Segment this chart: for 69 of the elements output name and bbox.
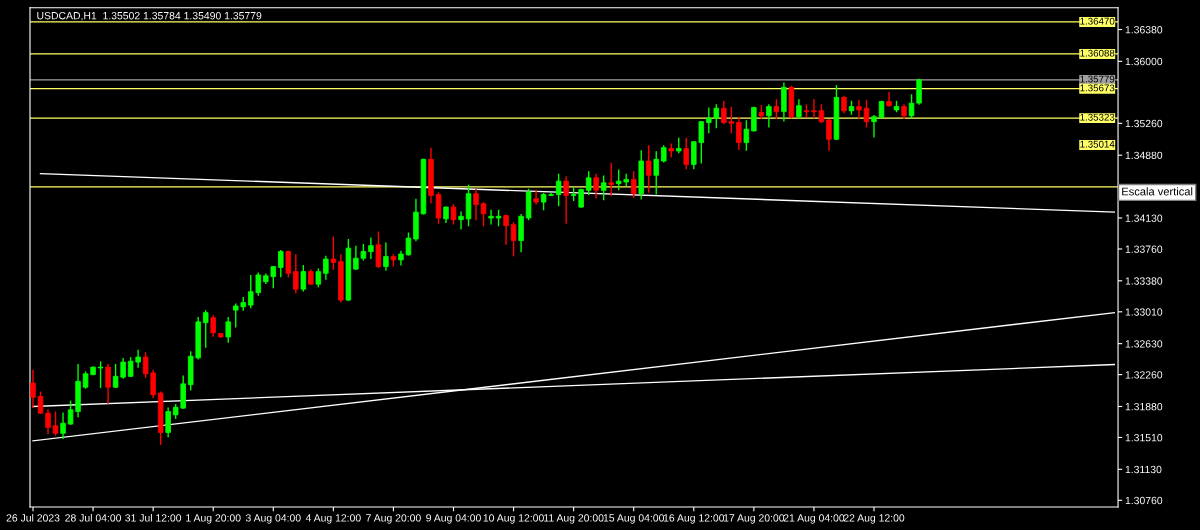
y-tick-label: 1.36000 [1125,57,1163,66]
candlestick [375,231,382,269]
x-tick-label: 15 Aug 04:00 [603,514,665,524]
candlestick [330,236,337,270]
y-tick-label: 1.33010 [1125,308,1163,316]
x-tick-label: 16 Aug 12:00 [663,514,725,524]
candlestick [345,239,352,301]
y-tick-label: 1.33760 [1125,245,1163,253]
x-tick-label: 7 Aug 20:00 [366,514,421,524]
candlestick [97,361,104,388]
candlestick [743,120,750,151]
ref-line-label: 1.35779 [1080,75,1115,83]
candlestick [653,151,659,195]
candlestick [278,249,284,278]
candlestick [52,411,59,436]
candlestick [300,265,307,292]
text: Escala vertical [1122,187,1193,196]
y-tick-label: 1.34880 [1125,151,1163,160]
y-tick-label: 1.30760 [1125,496,1163,505]
candlestick [608,162,614,197]
y-tick-label: 1.31510 [1125,433,1163,442]
candlestick [488,209,494,225]
candlestick [210,315,216,337]
x-tick-label: 22 Aug 12:00 [843,514,905,524]
candlestick [157,391,164,445]
candlestick [585,171,592,196]
candlestick [773,99,780,120]
candlestick [555,173,562,207]
candlestick [285,250,292,278]
y-tick-label: 1.31880 [1125,402,1163,411]
candlestick [202,310,209,348]
x-tick-label: 28 Jul 04:00 [65,513,122,522]
y-tick-label: 1.31130 [1125,465,1162,474]
x-tick-label: 17 Aug 20:00 [723,514,785,524]
x-tick-label: 3 Aug 04:00 [245,514,301,524]
x-tick-label: 4 Aug 12:00 [305,514,361,524]
candlestick [525,188,532,221]
ref-line-label: 1.36088 [1080,49,1115,57]
x-tick-label: 1 Aug 20:00 [186,514,241,524]
y-tick-label: 1.36380 [1125,26,1163,34]
candlestick [630,171,637,198]
x-tick-label: 31 Jul 12:00 [125,513,182,522]
ref-line-label: 1.36470 [1080,17,1115,25]
candlestick [645,145,652,193]
candlestick [217,332,224,338]
y-tick-label: 1.32260 [1125,371,1163,379]
ref-line-label: 1.35673 [1080,84,1115,92]
y-tick-label: 1.34130 [1125,214,1163,222]
candlestick [856,100,862,120]
ref-line-label: 1.35323 [1080,113,1115,121]
y-tick-label: 1.35260 [1125,119,1163,128]
candlestick [225,316,231,343]
candlestick [533,189,539,205]
candlestick [480,202,487,227]
candlestick [788,85,795,119]
y-tick-label: 1.32630 [1125,340,1163,348]
x-tick-label: 9 Aug 04:00 [426,514,481,524]
candlestick [833,84,840,140]
x-tick-label: 10 Aug 12:00 [483,514,544,524]
candlestick [683,137,690,170]
y-tick-label: 1.33380 [1125,277,1163,285]
chart-title: USDCAD,H1 1.35502 1.35784 1.35490 1.35779 [37,12,262,21]
x-tick-label: 26 Jul 2023 [6,513,60,522]
candlestick [638,150,644,200]
x-tick-label: 21 Aug 04:00 [783,514,845,524]
candlestick [510,222,517,257]
annotation: 1.35014 [1080,140,1115,148]
candlestick [600,175,607,201]
x-tick-label: 11 Aug 20:00 [544,514,604,524]
